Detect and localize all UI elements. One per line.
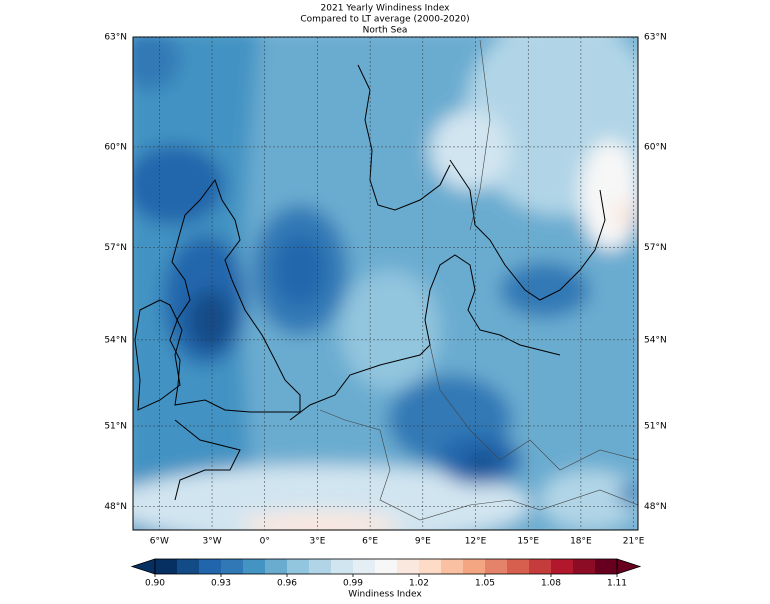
colorbar-label: Windiness Index: [348, 590, 422, 600]
colorbar-segment: [221, 559, 244, 574]
colorbar-tick-label: 1.02: [409, 579, 429, 589]
colorbar-segment: [595, 559, 618, 574]
y-tick-label: 63°N: [104, 33, 127, 43]
colorbar-extend-min: [130, 558, 156, 575]
x-tick-label: 9°E: [415, 537, 431, 547]
region: North Sea: [363, 26, 408, 36]
y-tick-label: 60°N: [644, 142, 667, 152]
y-tick-label: 51°N: [644, 421, 667, 431]
x-tick-label: 3°E: [309, 537, 325, 547]
colorbar-tick-label: 1.08: [541, 579, 561, 589]
colorbar-segment: [199, 559, 222, 574]
colorbar-frame: [154, 558, 618, 575]
colorbar-segment: [573, 559, 596, 574]
colorbar-segment: [243, 559, 266, 574]
x-tick-label: 3°W: [202, 537, 221, 547]
y-tick-label: 54°N: [104, 335, 127, 345]
colorbar-segment: [375, 559, 398, 574]
y-tick-label: 57°N: [104, 243, 127, 253]
y-tick-label: 48°N: [104, 502, 127, 512]
y-tick-label: 51°N: [104, 421, 127, 431]
contour-fill: [133, 37, 638, 530]
x-tick-label: 6°W: [150, 537, 169, 547]
colorbar-segment: [485, 559, 508, 574]
y-tick-label: 63°N: [644, 33, 667, 43]
colorbar-segment: [551, 559, 574, 574]
borders: [319, 39, 638, 521]
map-area: [133, 37, 638, 530]
colorbar-segment: [309, 559, 332, 574]
colorbar-segment: [155, 559, 178, 574]
colorbar-tick-label: 0.90: [145, 579, 165, 589]
colorbar-segment: [331, 559, 354, 574]
colorbar-segment: [507, 559, 530, 574]
colorbar-segment: [265, 559, 288, 574]
colorbar-tick-label: 0.96: [277, 579, 297, 589]
subtitle: Compared to LT average (2000-2020): [300, 15, 469, 25]
colorbar-segment: [441, 559, 464, 574]
colorbar-tick-label: 1.05: [475, 579, 495, 589]
y-tick-label: 57°N: [644, 243, 667, 253]
colorbar-segment: [463, 559, 486, 574]
colorbar-segment: [419, 559, 442, 574]
colorbar-segment: [287, 559, 310, 574]
x-tick-label: 12°E: [465, 537, 487, 547]
coastlines: [134, 64, 606, 501]
colorbar-segment: [397, 559, 420, 574]
title: 2021 Yearly Windiness Index: [321, 4, 451, 14]
y-tick-label: 60°N: [104, 142, 127, 152]
x-tick-label: 6°E: [362, 537, 378, 547]
colorbar-extend-max: [616, 558, 642, 575]
x-tick-label: 15°E: [517, 537, 539, 547]
colorbar-tick-label: 0.93: [211, 579, 231, 589]
x-tick-label: 21°E: [623, 537, 645, 547]
y-tick-label: 48°N: [644, 502, 667, 512]
x-tick-label: 0°: [260, 537, 270, 547]
colorbar-segment: [177, 559, 200, 574]
colorbar-tick-label: 0.99: [343, 579, 363, 589]
colorbar-tick-label: 1.11: [607, 579, 627, 589]
y-tick-label: 54°N: [644, 335, 667, 345]
x-tick-label: 18°E: [570, 537, 592, 547]
colorbar-segment: [353, 559, 376, 574]
colorbar-segment: [529, 559, 552, 574]
